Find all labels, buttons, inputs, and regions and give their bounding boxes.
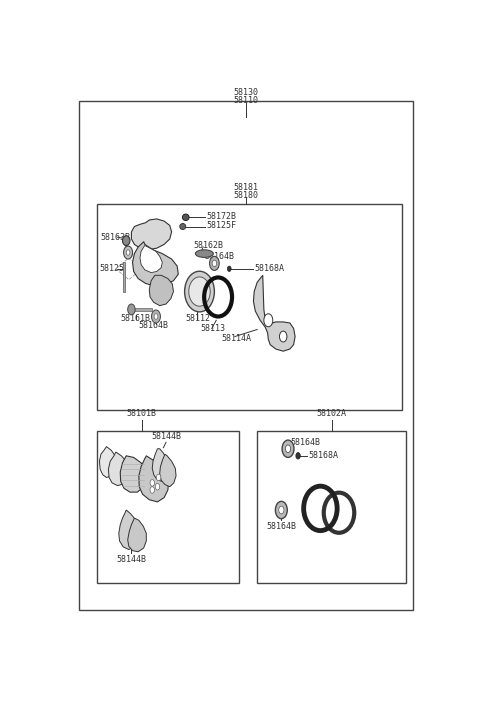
Circle shape bbox=[152, 310, 160, 323]
Text: 58161B: 58161B bbox=[120, 314, 150, 323]
Circle shape bbox=[155, 484, 160, 490]
Circle shape bbox=[156, 474, 161, 481]
Text: 58112: 58112 bbox=[186, 314, 211, 323]
Text: 58164B: 58164B bbox=[290, 438, 321, 447]
Circle shape bbox=[279, 506, 284, 514]
Ellipse shape bbox=[180, 224, 186, 230]
Text: 58172B: 58172B bbox=[206, 212, 236, 221]
Text: 58181: 58181 bbox=[233, 183, 259, 192]
Circle shape bbox=[210, 256, 219, 270]
Text: 58162B: 58162B bbox=[193, 241, 223, 250]
Text: 58164B: 58164B bbox=[266, 522, 296, 531]
Text: 58163B: 58163B bbox=[100, 233, 130, 242]
Ellipse shape bbox=[182, 214, 189, 220]
Text: 58125F: 58125F bbox=[206, 222, 236, 230]
Text: 58114A: 58114A bbox=[222, 334, 252, 343]
Polygon shape bbox=[152, 448, 168, 482]
Text: 58144B: 58144B bbox=[151, 432, 181, 441]
Ellipse shape bbox=[185, 271, 215, 312]
Circle shape bbox=[286, 445, 290, 453]
Circle shape bbox=[126, 250, 130, 256]
Bar bbox=[257, 432, 406, 583]
Bar bbox=[97, 203, 402, 410]
Polygon shape bbox=[132, 308, 152, 311]
Circle shape bbox=[296, 453, 300, 459]
Polygon shape bbox=[160, 454, 176, 486]
Polygon shape bbox=[140, 246, 162, 272]
Ellipse shape bbox=[122, 236, 130, 246]
Polygon shape bbox=[119, 510, 140, 550]
Circle shape bbox=[212, 260, 216, 267]
Polygon shape bbox=[139, 455, 168, 502]
Text: 58113: 58113 bbox=[201, 324, 226, 333]
Ellipse shape bbox=[189, 277, 210, 306]
Polygon shape bbox=[108, 452, 128, 486]
Circle shape bbox=[150, 486, 155, 494]
Circle shape bbox=[279, 331, 287, 342]
Text: 58125: 58125 bbox=[99, 264, 124, 273]
Polygon shape bbox=[123, 263, 125, 291]
Circle shape bbox=[282, 440, 294, 458]
Text: 58168A: 58168A bbox=[254, 264, 285, 272]
Polygon shape bbox=[149, 275, 173, 306]
Text: 58130: 58130 bbox=[233, 88, 259, 97]
Text: 58144B: 58144B bbox=[117, 555, 146, 564]
Text: 58180: 58180 bbox=[233, 191, 259, 200]
Polygon shape bbox=[99, 446, 117, 477]
Polygon shape bbox=[253, 275, 295, 351]
Circle shape bbox=[276, 501, 288, 519]
Text: 58164B: 58164B bbox=[204, 252, 234, 261]
Polygon shape bbox=[128, 518, 146, 552]
Bar bbox=[97, 432, 239, 583]
Text: 58101B: 58101B bbox=[127, 410, 157, 418]
Circle shape bbox=[128, 304, 135, 315]
Text: 58102A: 58102A bbox=[317, 410, 347, 418]
Polygon shape bbox=[132, 219, 172, 250]
Text: 58164B: 58164B bbox=[138, 321, 168, 330]
Polygon shape bbox=[120, 455, 147, 492]
Circle shape bbox=[154, 314, 158, 319]
Ellipse shape bbox=[195, 250, 213, 258]
Text: 58110: 58110 bbox=[233, 96, 259, 105]
Text: 58168A: 58168A bbox=[308, 451, 338, 460]
Circle shape bbox=[150, 479, 155, 486]
Circle shape bbox=[264, 314, 273, 327]
Circle shape bbox=[124, 246, 132, 259]
Circle shape bbox=[228, 266, 231, 272]
Polygon shape bbox=[132, 241, 178, 286]
